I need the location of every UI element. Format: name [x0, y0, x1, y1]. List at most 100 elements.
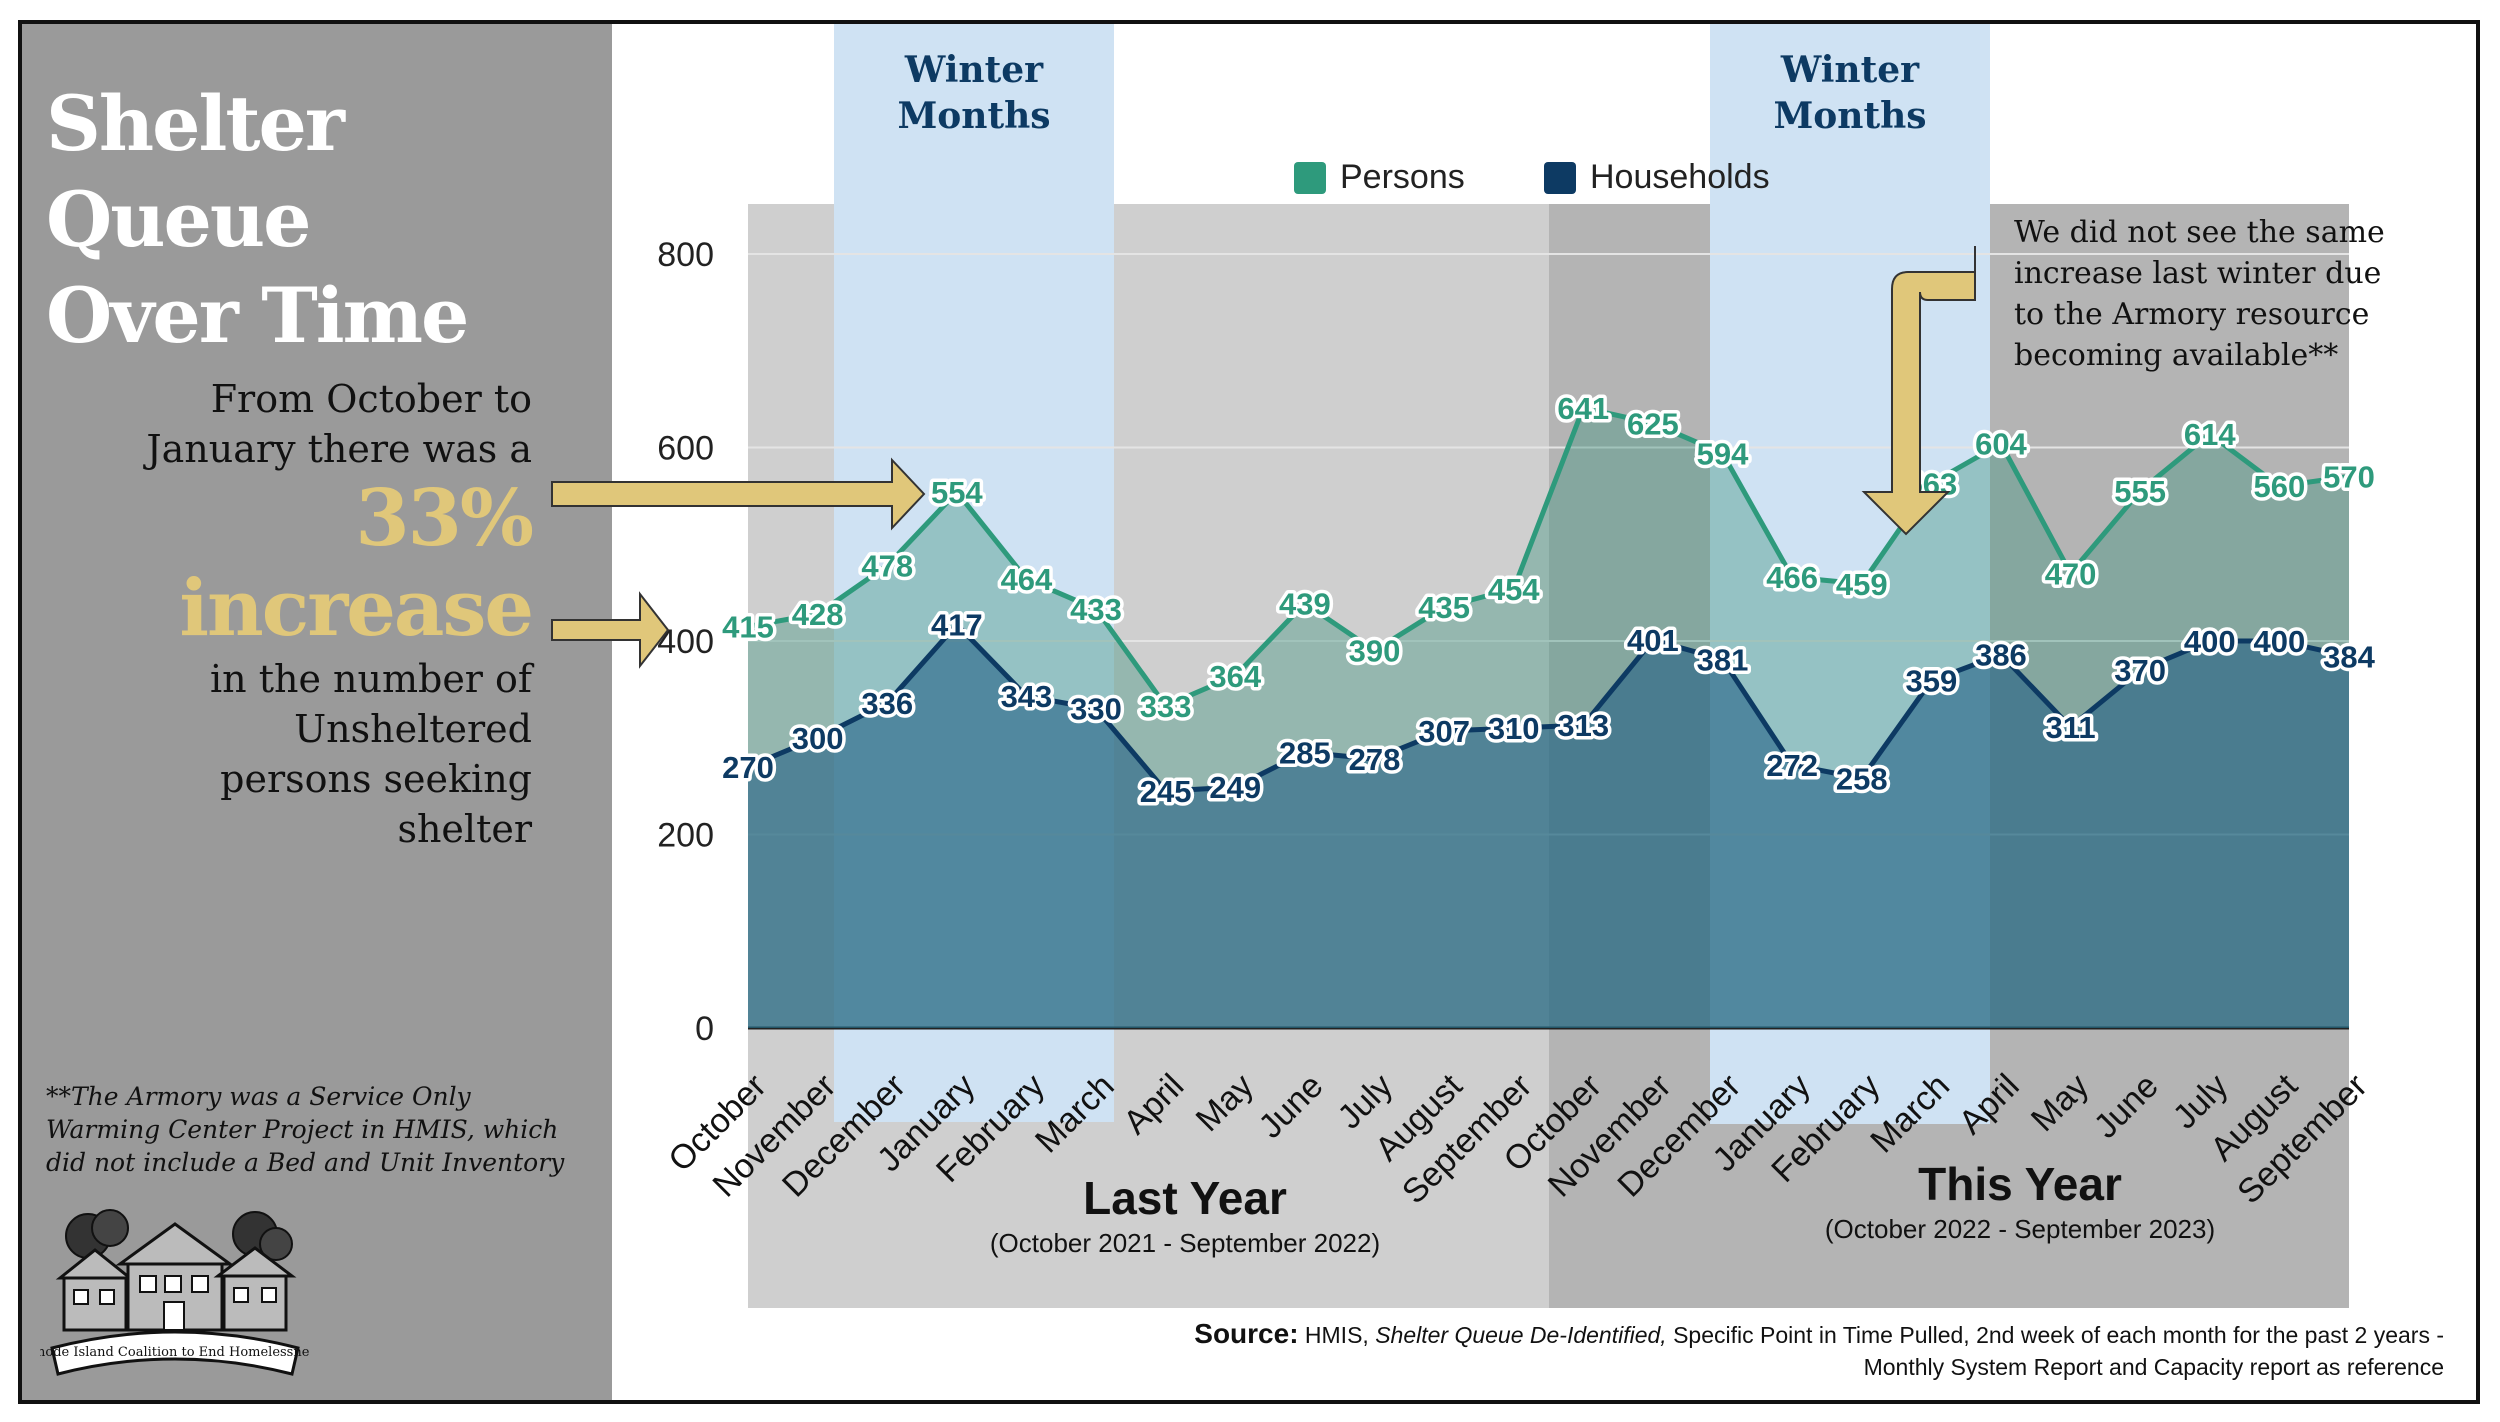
y-tick-label: 800 [657, 236, 714, 274]
data-label-persons: 614 [2184, 417, 2236, 452]
data-label-households: 336 [861, 686, 913, 721]
data-label-persons: 555 [2114, 474, 2166, 509]
data-label-households: 310 [1488, 711, 1540, 746]
source-citation: Source: HMIS, Shelter Queue De-Identifie… [1044, 1318, 2444, 1383]
data-label-persons: 428 [792, 597, 844, 632]
data-label-households: 359 [1905, 664, 1957, 699]
data-label-households: 249 [1209, 770, 1261, 805]
annotation-line-2: increase last winter due [2014, 256, 2381, 291]
data-labels: 415 428 478 554 464 433 333 364 439 390 435 454 641 6… [719, 387, 2379, 812]
legend-swatch-persons [1294, 162, 1326, 194]
data-label-persons: 433 [1070, 592, 1122, 627]
callout-line-5: persons seeking [220, 757, 532, 801]
data-label-persons: 470 [2045, 556, 2097, 591]
infographic-frame: Shelter Queue Over Time From October to … [18, 20, 2480, 1404]
callout-line-6: shelter [397, 807, 532, 851]
data-label-persons: 435 [1418, 590, 1470, 625]
callout-line-3: in the number of [210, 657, 532, 701]
callout-line-4: Unsheltered [294, 707, 532, 751]
data-label-persons: 390 [1349, 634, 1401, 669]
increase-callout: From October to January there was a 33% … [72, 374, 534, 854]
winter-label-2-line-2: Months [1773, 95, 1926, 137]
area-households [748, 624, 2349, 1028]
data-label-households: 370 [2114, 653, 2166, 688]
legend: Persons Households [1294, 158, 1770, 196]
source-text-2: Specific Point in Time Pulled, 2nd week … [1666, 1322, 2444, 1348]
data-label-persons: 594 [1697, 436, 1749, 471]
data-label-households: 270 [722, 750, 774, 785]
source-text-1: HMIS, [1298, 1322, 1376, 1348]
data-label-households: 384 [2323, 639, 2375, 674]
data-label-households: 272 [1766, 748, 1818, 783]
data-label-households: 330 [1070, 692, 1122, 727]
line-layer [747, 405, 2350, 794]
callout-increase: increase [179, 563, 534, 654]
data-label-households: 258 [1836, 761, 1888, 796]
callout-percent: 33% [355, 473, 534, 564]
annotation-line-3: to the Armory resource [2014, 297, 2369, 332]
data-label-persons: 466 [1766, 560, 1818, 595]
data-label-households: 343 [1001, 679, 1053, 714]
y-tick-label: 200 [657, 817, 714, 855]
winter-label-1-line-1: Winter [904, 49, 1044, 91]
legend-label-persons: Persons [1340, 158, 1465, 196]
data-label-households: 381 [1697, 642, 1749, 677]
this-year-title: This Year [1918, 1158, 2122, 1210]
title-line-1: Shelter Queue [46, 79, 345, 264]
data-label-persons: 333 [1140, 689, 1192, 724]
data-label-households: 278 [1349, 742, 1401, 777]
last-year-range: (October 2021 - September 2022) [990, 1228, 1380, 1258]
data-label-persons: 459 [1836, 567, 1888, 602]
data-label-households: 313 [1557, 708, 1609, 743]
legend-swatch-households [1544, 162, 1576, 194]
data-label-persons: 454 [1488, 572, 1540, 607]
last-year-title: Last Year [1083, 1172, 1287, 1224]
data-label-persons: 478 [861, 549, 913, 584]
data-label-households: 311 [2046, 710, 2096, 745]
right-arrow-icon-upper [551, 457, 926, 531]
data-label-persons: 625 [1627, 406, 1679, 441]
callout-line-2: January there was a [146, 427, 532, 471]
callout-line-1: From October to [210, 377, 532, 421]
source-label: Source: [1194, 1318, 1299, 1349]
data-label-households: 400 [2184, 624, 2236, 659]
annotation-line-1: We did not see the same [2014, 215, 2385, 250]
source-line-2: Monthly System Report and Capacity repor… [1863, 1354, 2444, 1380]
data-label-persons: 464 [1001, 562, 1053, 597]
sidebar: Shelter Queue Over Time From October to … [22, 24, 612, 1400]
down-arrow-icon [1861, 246, 1976, 536]
data-label-households: 300 [792, 721, 844, 756]
data-label-households: 386 [1975, 638, 2027, 673]
winter-label-1-line-2: Months [897, 95, 1050, 137]
y-tick-label: 600 [657, 430, 714, 468]
data-label-persons: 364 [1209, 659, 1261, 694]
data-label-households: 417 [931, 608, 983, 643]
coalition-logo: Rhode Island Coalition to End Homelessne… [40, 1209, 310, 1376]
logo-text: Rhode Island Coalition to End Homelessne… [40, 1345, 310, 1360]
data-label-households: 245 [1140, 774, 1192, 809]
data-label-persons: 415 [722, 609, 774, 644]
winter-label-2-line-1: Winter [1780, 49, 1920, 91]
y-tick-label: 0 [695, 1010, 714, 1048]
area-layer [748, 407, 2349, 1028]
series-line-persons [747, 405, 2350, 709]
data-label-households: 400 [2254, 624, 2306, 659]
this-year-range: (October 2022 - September 2023) [1825, 1214, 2215, 1244]
data-label-persons: 604 [1975, 427, 2027, 462]
armory-footnote: **The Armory was a Service Only Warming … [46, 1082, 565, 1177]
data-label-persons: 641 [1557, 391, 1609, 426]
page-title: Shelter Queue Over Time [46, 76, 612, 364]
right-arrow-icon-lower [551, 591, 670, 669]
data-label-persons: 554 [931, 475, 983, 510]
data-label-households: 307 [1418, 714, 1470, 749]
series-line-households [747, 622, 2350, 794]
source-title: Shelter Queue De-Identified, [1375, 1322, 1667, 1348]
annotation-line-4: becoming available** [2014, 338, 2338, 373]
data-label-persons: 560 [2254, 469, 2306, 504]
chart: 415 428 478 554 464 433 333 364 439 390 435 454 641 6… [551, 24, 2385, 1308]
data-label-households: 285 [1279, 735, 1331, 770]
data-label-households: 401 [1627, 623, 1679, 658]
legend-label-households: Households [1590, 158, 1770, 196]
armory-annotation: We did not see the same increase last wi… [1861, 215, 2385, 536]
